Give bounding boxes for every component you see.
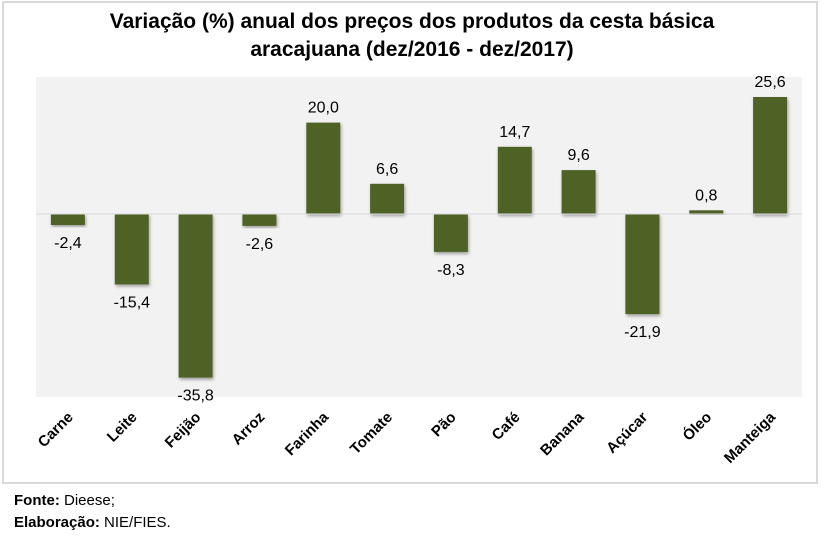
- source-label: Fonte:: [14, 492, 60, 509]
- category-label: Açúcar: [603, 409, 651, 457]
- bar-carne: [50, 214, 85, 225]
- data-label: -21,9: [624, 324, 661, 341]
- data-labels: -2,4 -15,4 -35,8 -2,6 20,0 6,6 -8,3 14,7 9,6 -21,…: [54, 74, 786, 405]
- category-label: Pão: [428, 409, 459, 440]
- chart-title-line-1: Variação (%) anual dos preços dos produt…: [109, 10, 715, 33]
- bar-tomate: [370, 183, 405, 214]
- data-label: 25,6: [755, 74, 786, 91]
- data-label: 6,6: [376, 161, 398, 178]
- chart-title-line-2: aracajuana (dez/2016 - dez/2017): [250, 38, 574, 61]
- bar-banana: [561, 170, 596, 214]
- credit-line: Elaboração: NIE/FIES.: [14, 512, 171, 534]
- category-label: Óleo: [679, 408, 715, 444]
- category-label: Farinha: [282, 408, 333, 459]
- credit-label: Elaboração:: [14, 514, 100, 531]
- source-value: Dieese;: [59, 492, 115, 509]
- category-label: Carne: [35, 409, 77, 451]
- category-labels: Carne Leite Feijão Arroz Farinha Tomate Pão Caf…: [35, 408, 780, 467]
- chart-title: Variação (%) anual dos preços dos produt…: [0, 8, 824, 64]
- data-label: 0,8: [695, 187, 717, 204]
- data-label: 20,0: [308, 100, 339, 117]
- bar-leite: [114, 214, 149, 285]
- data-label: -8,3: [437, 262, 465, 279]
- bar-café: [497, 146, 532, 214]
- credit-value: NIE/FIES.: [99, 514, 171, 531]
- plot-area: [36, 77, 802, 397]
- footer: Fonte: Dieese; Elaboração: NIE/FIES.: [14, 490, 171, 534]
- bar-açúcar: [625, 214, 660, 315]
- data-label: -35,8: [177, 388, 214, 405]
- data-label: 9,6: [567, 147, 589, 164]
- bar-manteiga: [753, 97, 788, 214]
- bar-farinha: [306, 122, 341, 214]
- bar-óleo: [689, 210, 724, 214]
- data-label: 14,7: [499, 124, 530, 141]
- bars: [50, 97, 788, 378]
- category-label: Tomate: [347, 409, 396, 458]
- data-label: -2,4: [54, 235, 82, 252]
- data-label: -2,6: [246, 236, 274, 253]
- category-label: Leite: [104, 409, 141, 446]
- source-line: Fonte: Dieese;: [14, 490, 171, 512]
- data-label: -15,4: [114, 294, 151, 311]
- category-label: Banana: [537, 408, 588, 459]
- bar-feijão: [178, 214, 213, 378]
- category-label: Feijão: [162, 409, 205, 452]
- bar-arroz: [242, 214, 277, 226]
- category-label: Arroz: [229, 409, 269, 449]
- category-label: Café: [489, 409, 524, 444]
- bar-pão: [433, 214, 468, 252]
- category-label: Manteiga: [721, 408, 779, 466]
